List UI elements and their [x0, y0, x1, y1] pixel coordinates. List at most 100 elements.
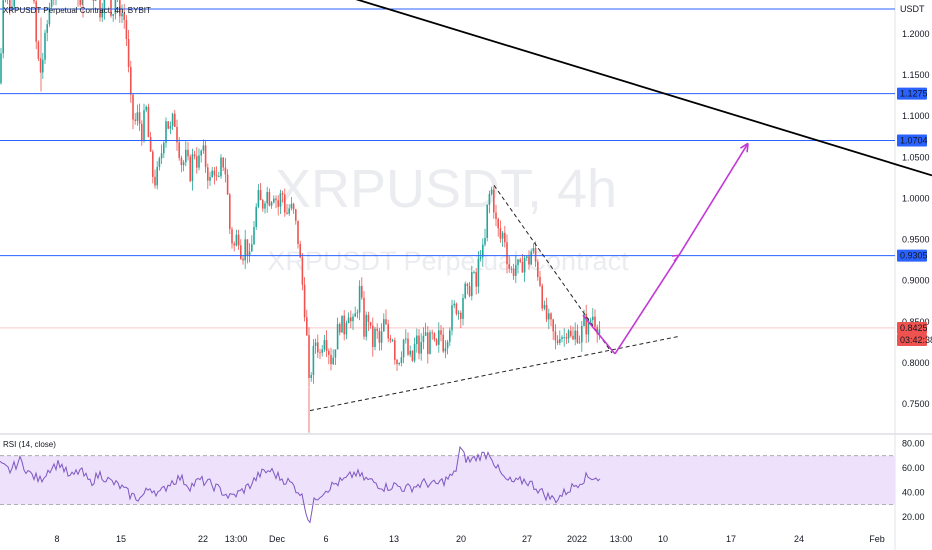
candle: [134, 113, 136, 125]
projection-segment[interactable]: [582, 314, 616, 355]
candle: [229, 192, 231, 234]
candle-body: [416, 335, 418, 345]
candle-body: [2, 0, 4, 54]
candle: [506, 234, 508, 274]
rsi-title[interactable]: RSI (14, close): [3, 440, 56, 449]
projection-tick: [671, 254, 680, 257]
projection-segment[interactable]: [678, 142, 749, 256]
projection-segment[interactable]: [614, 254, 680, 355]
candle-body: [431, 332, 433, 334]
candle: [354, 306, 356, 317]
top-level-tag[interactable]: USDT: [897, 3, 927, 15]
trendline-long-downtrend[interactable]: [80, 0, 932, 177]
rsi-line[interactable]: [0, 445, 601, 524]
price-tick-label: 1.1500: [902, 70, 930, 80]
rsi-tick-label: 20.00: [902, 512, 925, 522]
candle: [152, 149, 154, 184]
candle: [323, 334, 326, 352]
candle-body: [176, 126, 178, 143]
candle: [383, 313, 385, 332]
candle: [475, 267, 477, 295]
candle: [519, 257, 521, 264]
candle: [314, 338, 317, 354]
candle-body: [407, 338, 409, 355]
candle: [490, 186, 493, 196]
candle-body: [264, 203, 266, 209]
candle: [275, 195, 277, 209]
candle-body: [473, 272, 475, 273]
candle-body: [35, 1, 37, 42]
candle-body: [361, 286, 363, 298]
candle: [477, 250, 480, 294]
candle-body: [244, 239, 246, 261]
candle: [185, 140, 187, 167]
candle: [123, 3, 125, 29]
candle-body: [266, 192, 268, 204]
candle: [387, 319, 389, 343]
candle: [53, 0, 55, 6]
level-tag[interactable]: 1.0704: [897, 134, 928, 147]
candle: [563, 328, 565, 347]
candle-body: [242, 258, 244, 261]
candle-body: [563, 337, 565, 338]
candle-body: [235, 234, 238, 246]
candle: [341, 315, 343, 333]
candle: [376, 323, 378, 339]
candle: [231, 226, 233, 249]
candle-body: [548, 313, 550, 320]
candle-body: [160, 153, 163, 159]
candle-body: [409, 350, 411, 355]
symbol-header[interactable]: XRPUSDT Perpetual Contract, 4h, BYBIT: [3, 6, 151, 15]
candle-body: [169, 126, 172, 129]
candle: [266, 186, 268, 213]
time-tick-label: 13:00: [225, 534, 248, 544]
candle: [248, 243, 251, 263]
candle-body: [358, 286, 361, 313]
candle-body: [303, 284, 306, 318]
candle-body: [319, 352, 321, 354]
candle-body: [13, 0, 15, 7]
candle: [598, 321, 601, 340]
level-tag[interactable]: 1.1275: [897, 87, 928, 100]
candle: [196, 147, 198, 174]
candle-body: [374, 328, 376, 347]
level-tag[interactable]: 0.9305: [897, 249, 928, 262]
candle: [182, 160, 185, 172]
last-price-tag[interactable]: 0.8425: [897, 321, 928, 334]
candle-body: [321, 349, 323, 353]
price-tick-label: 0.9500: [902, 235, 930, 245]
price-scale[interactable]: [895, 0, 932, 433]
candle: [484, 228, 486, 247]
candle-body: [248, 251, 251, 256]
projection-arrowhead: [739, 142, 749, 149]
candle-body: [101, 10, 103, 18]
candle-body: [46, 24, 48, 33]
candle-body: [141, 123, 143, 142]
candle-body: [387, 324, 389, 339]
candle: [174, 109, 176, 128]
last-price-tag-bg: [897, 321, 927, 334]
candle-body: [220, 157, 222, 177]
candle-body: [121, 13, 123, 17]
candle-body: [310, 375, 312, 378]
rsi-band: [0, 455, 895, 505]
candle-body: [561, 337, 563, 340]
candle: [358, 280, 361, 321]
candle-body: [394, 340, 396, 360]
candle-body: [202, 145, 205, 151]
candle-body: [440, 330, 442, 335]
candle: [361, 277, 363, 301]
candle-body: [363, 297, 365, 337]
candle-body: [495, 212, 497, 219]
candle-body: [130, 67, 132, 95]
countdown-tag[interactable]: 03:42:38: [897, 333, 932, 346]
candle: [240, 239, 242, 260]
trendline-descending-resistance[interactable]: [493, 185, 613, 354]
candle: [237, 229, 240, 250]
candle: [435, 338, 438, 346]
candle: [299, 240, 301, 258]
candle: [350, 310, 352, 329]
main-pane[interactable]: [0, 0, 895, 433]
candle: [163, 141, 165, 159]
